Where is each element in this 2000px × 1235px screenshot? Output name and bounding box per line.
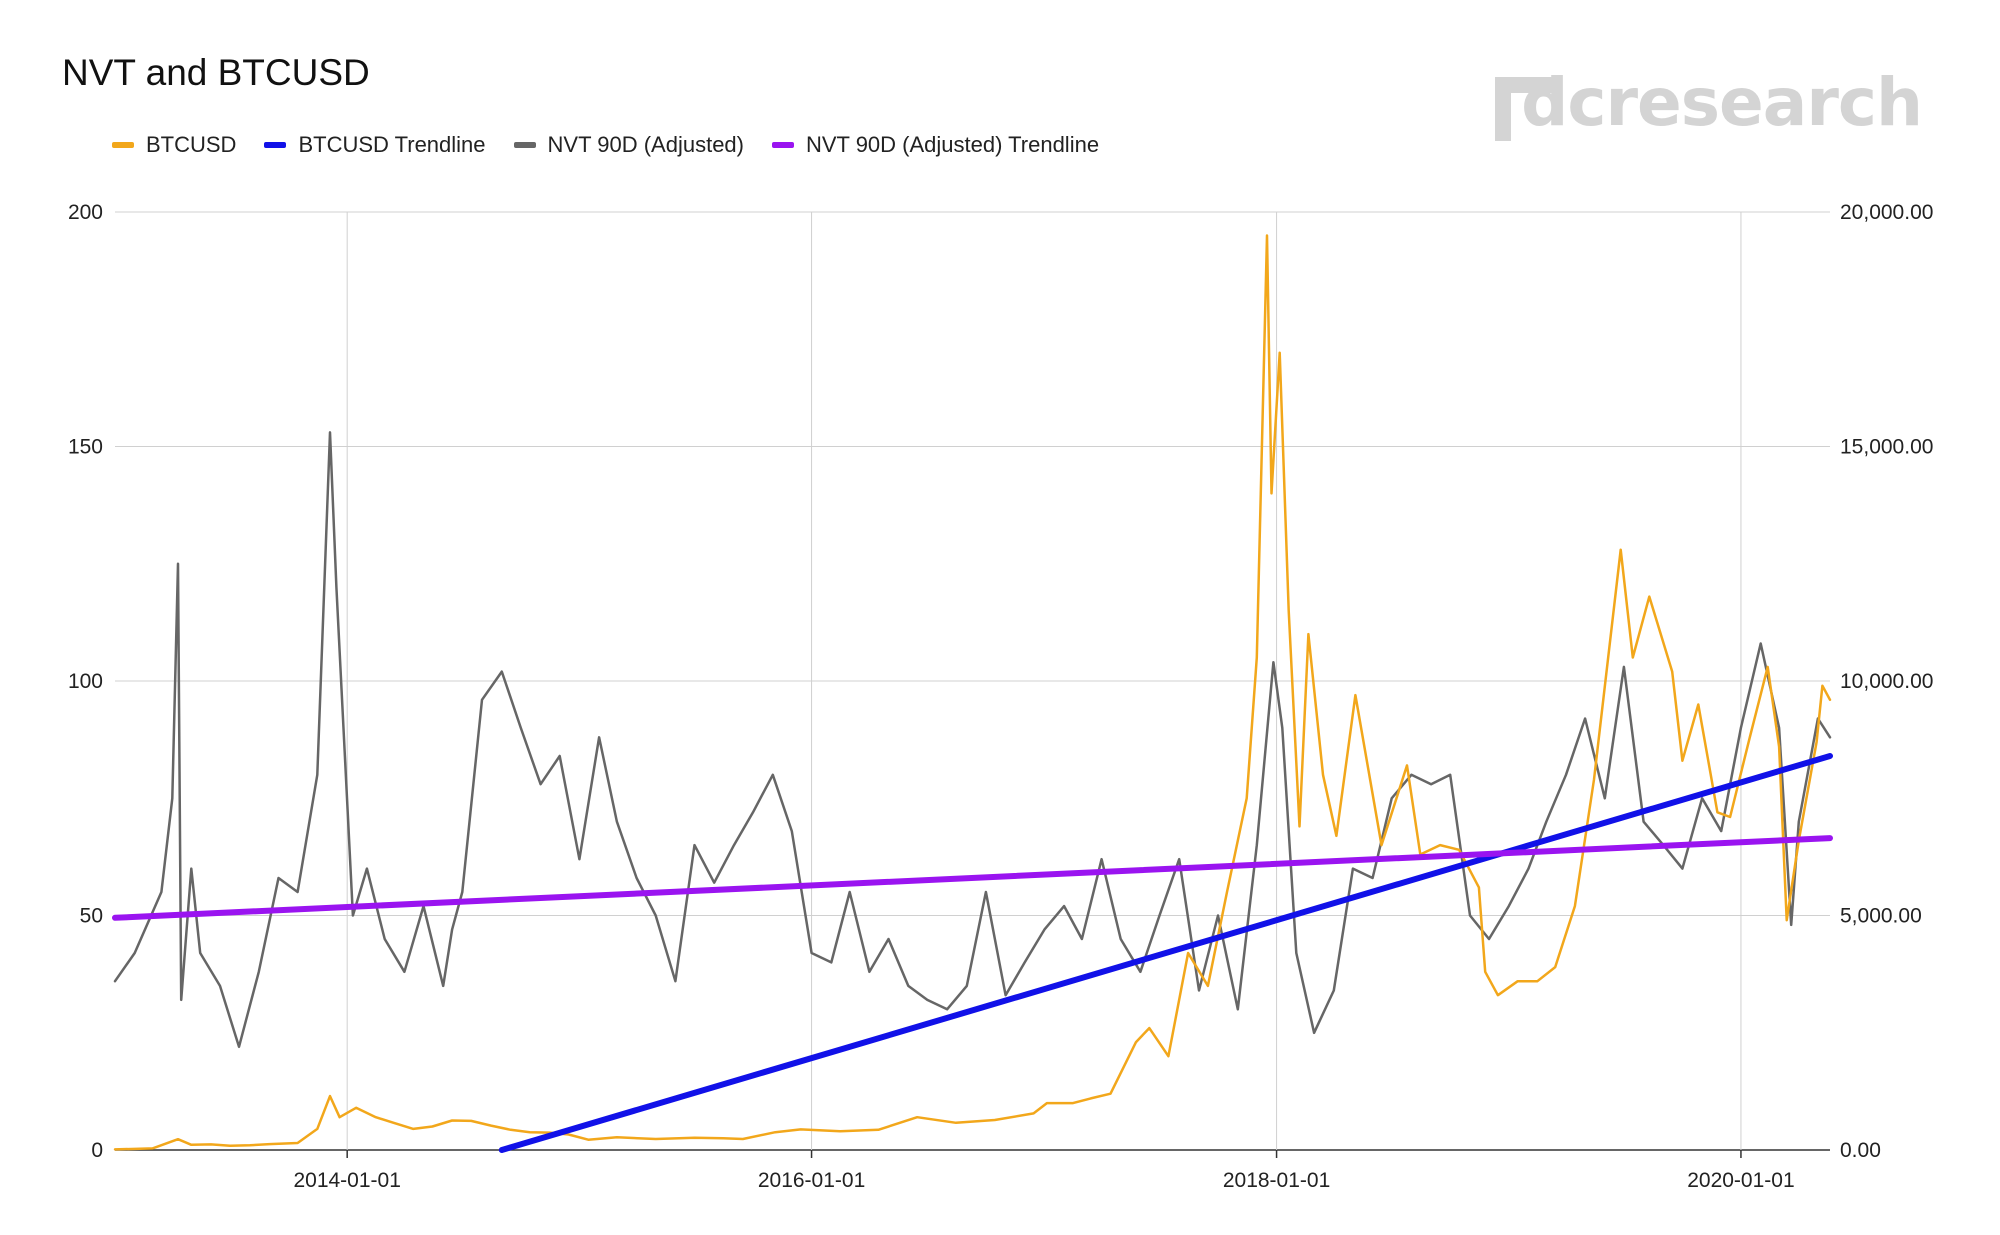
legend-swatch-nvt-trendline: [771, 142, 794, 148]
y-right-tick-label: 0.00: [1840, 1139, 1881, 1162]
logo-text: dcresearch: [1521, 64, 1923, 141]
legend-item-nvt-trendline[interactable]: NVT 90D (Adjusted) Trendline: [771, 132, 1100, 158]
legend-label-btcusd-trendline: BTCUSD Trendline: [298, 132, 486, 157]
x-tick-label: 2018-01-01: [1223, 1169, 1330, 1192]
legend-item-nvt[interactable]: NVT 90D (Adjusted): [513, 132, 744, 158]
legend-label-nvt-trendline: NVT 90D (Adjusted) Trendline: [805, 132, 1100, 157]
series-line-btcusd-trendline: [498, 753, 1833, 1153]
series-line-nvt-90d-adjusted: [113, 431, 1832, 1049]
series-line-btcusd: [113, 234, 1832, 1151]
gridlines: [115, 211, 1830, 1158]
x-tick-label: 2016-01-01: [758, 1169, 865, 1192]
y-left-tick-label: 0: [91, 1139, 103, 1162]
chart-title: NVT and BTCUSD: [62, 52, 370, 93]
x-tick-label: 2020-01-01: [1687, 1169, 1794, 1192]
y-left-tick-label: 100: [68, 670, 103, 693]
series-layer: [112, 234, 1833, 1153]
legend-label-nvt: NVT 90D (Adjusted): [547, 132, 744, 157]
legend-swatch-btcusd-trendline: [264, 142, 287, 148]
legend-swatch-nvt: [513, 142, 536, 148]
dcresearch-logo: dcresearch: [1495, 64, 1923, 141]
legend-swatch-btcusd: [112, 142, 134, 148]
series-line-nvt-90d-adjusted-trendline: [112, 835, 1833, 921]
y-left-tick-label: 150: [68, 436, 103, 459]
legend-label-btcusd: BTCUSD: [146, 132, 237, 157]
y-right-tick-label: 10,000.00: [1840, 670, 1933, 693]
y-left-tick-label: 50: [80, 905, 103, 928]
y-left-tick-label: 200: [68, 201, 103, 224]
logo-mark-icon: [1495, 77, 1556, 141]
legend: BTCUSD BTCUSD Trendline NVT 90D (Adjuste…: [112, 132, 1099, 158]
axis-labels: 0 0.00 50 5,000.00 100 10,000.00 150 15,000.00 2…: [68, 201, 1933, 1192]
legend-item-btcusd[interactable]: BTCUSD: [112, 132, 236, 158]
y-right-tick-label: 5,000.00: [1840, 905, 1922, 928]
legend-item-btcusd-trendline[interactable]: BTCUSD Trendline: [264, 132, 486, 158]
y-right-tick-label: 20,000.00: [1840, 201, 1933, 224]
y-right-tick-label: 15,000.00: [1840, 436, 1933, 459]
x-tick-label: 2014-01-01: [293, 1169, 400, 1192]
